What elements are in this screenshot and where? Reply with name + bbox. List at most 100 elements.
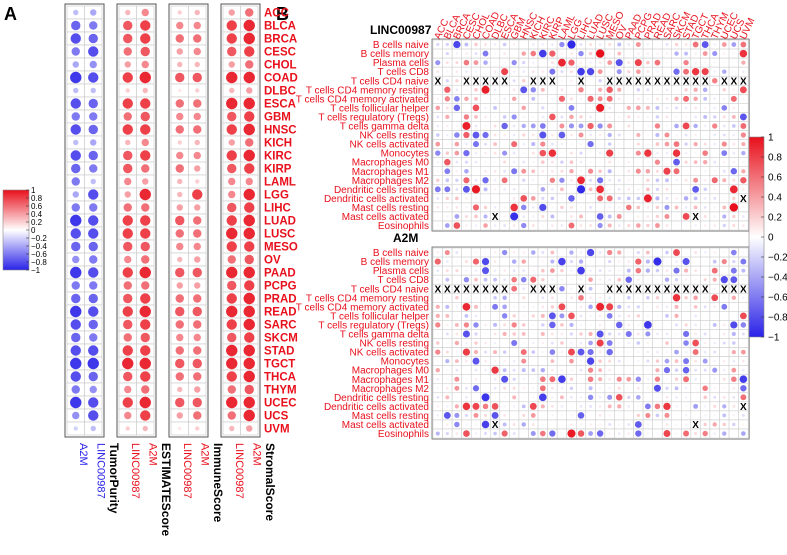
dot-a2m-t-cells-cd4-memory-resting-luad xyxy=(589,296,592,300)
dot-a2m-macrophages-m2-ucec xyxy=(723,387,726,390)
dot-linc00987-dendritic-cells-resting-tgct xyxy=(692,185,700,193)
dot-a2m-mast-cells-activated-lgg xyxy=(570,423,573,426)
dot-a2m-t-cells-follicular-helper-ucec xyxy=(723,314,726,317)
dot-linc00987-macrophages-m0-lusc xyxy=(599,161,602,164)
dot-a2m-t-cells-cd8-thca xyxy=(703,278,707,282)
dot-linc00987-macrophages-m0-meso xyxy=(608,160,612,164)
dot-linc00987-macrophages-m1-lihc xyxy=(579,170,583,173)
dot-a2m-plasma-cells-gbm xyxy=(512,269,516,273)
dot-a2m-t-cells-cd4-memory-resting-kich xyxy=(532,296,535,299)
dot-linc00987-t-cells-cd8-lgg xyxy=(570,70,573,74)
dot-a2m-t-cells-follicular-helper-thym xyxy=(713,314,716,317)
dot-a2m-t-cells-cd8-skcm xyxy=(674,278,679,282)
dot-linc00987-dendritic-cells-resting-meso xyxy=(608,188,611,191)
dot-linc00987-b-cells-naive-kirc xyxy=(541,43,545,46)
dot-linc00987-b-cells-memory-kirc xyxy=(539,49,547,58)
dot-a2m-mast-cells-resting-kirp xyxy=(551,414,554,417)
dot-a2m-macrophages-m2-lgg xyxy=(569,386,574,390)
dot-linc00987-macrophages-m0-sarc xyxy=(665,161,669,164)
dot-linc00987-dendritic-cells-resting-skcm xyxy=(675,188,678,191)
dot-a2m-macrophages-m2-uvm xyxy=(740,385,747,392)
dot-a2m-t-cells-cd4-memory-resting-lgg xyxy=(570,296,573,300)
dot-linc00987-t-cells-follicular-helper-paad xyxy=(626,105,631,110)
dot-a2m-nk-cells-activated-read xyxy=(656,350,659,354)
legend-a-tick-label: 0.4 xyxy=(31,210,43,219)
dot-linc00987-b-cells-naive-ov xyxy=(617,42,622,47)
dot-tumorpurity-linc00987-dlbc xyxy=(90,87,96,94)
dot-linc00987-macrophages-m2-tgct xyxy=(693,177,699,183)
dot-linc00987-t-cells-gamma-delta-coad xyxy=(484,124,487,128)
dot-stromalscore-a2m-kirc xyxy=(243,149,255,162)
dot-linc00987-plasma-cells-luad xyxy=(589,61,592,64)
dot-a2m-dendritic-cells-resting-hnsc xyxy=(522,396,525,399)
dot-a2m-dendritic-cells-activated-sarc xyxy=(663,402,671,411)
dot-a2m-b-cells-memory-tgct xyxy=(694,260,697,263)
dot-a2m-t-cells-regulatory-tregs-thca xyxy=(704,323,707,327)
dot-immunescore-a2m-ucec xyxy=(192,397,202,408)
dot-a2m-b-cells-memory-lgg xyxy=(569,260,574,264)
dot-stromalscore-linc00987-prad xyxy=(226,293,237,304)
dot-a2m-b-cells-memory-lusc xyxy=(599,260,602,263)
dot-linc00987-plasma-cells-gbm xyxy=(511,59,517,66)
dot-a2m-macrophages-m1-lihc xyxy=(579,378,583,381)
dot-a2m-b-cells-naive-prad xyxy=(646,250,650,255)
dot-a2m-monocytes-blca xyxy=(445,359,450,364)
dot-linc00987-t-cells-cd8-ucs xyxy=(732,70,735,73)
dot-linc00987-mast-cells-activated-cesc xyxy=(464,214,468,218)
na-mark: X xyxy=(549,284,556,295)
dot-linc00987-b-cells-memory-kich xyxy=(530,50,537,57)
dot-linc00987-t-cells-cd4-naive-blca xyxy=(445,79,449,83)
dot-a2m-t-cells-gamma-delta-hnsc xyxy=(521,332,526,336)
dot-stromalscore-a2m-laml xyxy=(245,177,253,186)
dot-linc00987-macrophages-m0-lgg xyxy=(569,160,574,164)
dot-a2m-macrophages-m1-thym xyxy=(713,378,716,381)
dot-a2m-dendritic-cells-activated-luad xyxy=(589,404,593,408)
dot-linc00987-mast-cells-activated-kich xyxy=(532,215,535,218)
dot-linc00987-monocytes-ov xyxy=(618,152,621,155)
dot-linc00987-mast-cells-resting-blca xyxy=(446,206,449,209)
dot-linc00987-macrophages-m0-kirp xyxy=(550,160,554,164)
dot-linc00987-t-cells-regulatory-tregs-laml xyxy=(560,115,564,119)
dot-tumorpurity-a2m-coad xyxy=(70,71,82,84)
dot-linc00987-macrophages-m1-hnsc xyxy=(521,168,527,174)
dot-linc00987-mast-cells-resting-sarc xyxy=(664,204,670,210)
dot-stromalscore-a2m-sarc xyxy=(243,318,255,331)
dot-tumorpurity-linc00987-meso xyxy=(88,241,98,252)
dot-linc00987-b-cells-naive-luad xyxy=(589,43,593,46)
dot-a2m-mast-cells-activated-meso xyxy=(608,423,612,426)
dot-linc00987-nk-cells-resting-brca xyxy=(454,132,460,138)
dot-a2m-t-cells-cd8-esca xyxy=(503,278,507,282)
dot-a2m-t-cells-cd4-naive-thym xyxy=(713,287,716,290)
dot-immunescore-linc00987-cesc xyxy=(176,48,183,55)
dot-estimatescore-a2m-laml xyxy=(142,178,149,185)
dot-tumorpurity-a2m-ucec xyxy=(70,396,82,409)
dot-a2m-monocytes-pcpg xyxy=(637,359,640,363)
dot-a2m-t-cells-regulatory-tregs-hnsc xyxy=(521,323,526,327)
dot-a2m-t-cells-cd4-memory-resting-brca xyxy=(455,296,459,300)
dot-stromalscore-a2m-brca xyxy=(243,32,255,45)
dot-a2m-nk-cells-resting-lgg xyxy=(570,341,573,345)
dot-linc00987-nk-cells-activated-lgg xyxy=(570,142,573,146)
dot-estimatescore-linc00987-kirp xyxy=(123,163,133,174)
dot-linc00987-macrophages-m0-read xyxy=(654,159,661,165)
cancer-label-sarc: SARC xyxy=(264,320,297,332)
dot-linc00987-t-cells-regulatory-tregs-stad xyxy=(684,115,688,119)
dot-linc00987-b-cells-memory-prad xyxy=(646,52,650,55)
dot-a2m-mast-cells-activated-gbm xyxy=(512,423,516,426)
dot-linc00987-t-cells-follicular-helper-brca xyxy=(453,104,461,112)
dot-a2m-t-cells-regulatory-tregs-prad xyxy=(643,321,652,329)
dot-linc00987-t-cells-regulatory-tregs-thca xyxy=(703,114,708,119)
dot-linc00987-t-cells-cd4-memory-activated-blca xyxy=(444,96,450,102)
dot-linc00987-t-cells-regulatory-tregs-chol xyxy=(474,115,478,119)
dot-estimatescore-linc00987-ucec xyxy=(122,397,133,408)
dot-a2m-plasma-cells-esca xyxy=(503,269,506,272)
dot-linc00987-t-cells-cd4-memory-resting-meso xyxy=(606,86,613,94)
dot-a2m-dendritic-cells-activated-ucec xyxy=(722,404,727,409)
dot-immunescore-a2m-skcm xyxy=(193,333,201,342)
dot-linc00987-dendritic-cells-resting-lusc xyxy=(596,185,604,194)
dot-linc00987-b-cells-naive-chol xyxy=(474,42,478,47)
dot-linc00987-b-cells-memory-ov xyxy=(617,51,622,56)
dot-linc00987-t-cells-cd4-memory-resting-coad xyxy=(481,85,490,94)
dot-linc00987-t-cells-gamma-delta-prad xyxy=(646,124,649,128)
dot-linc00987-dendritic-cells-resting-pcpg xyxy=(637,188,640,191)
